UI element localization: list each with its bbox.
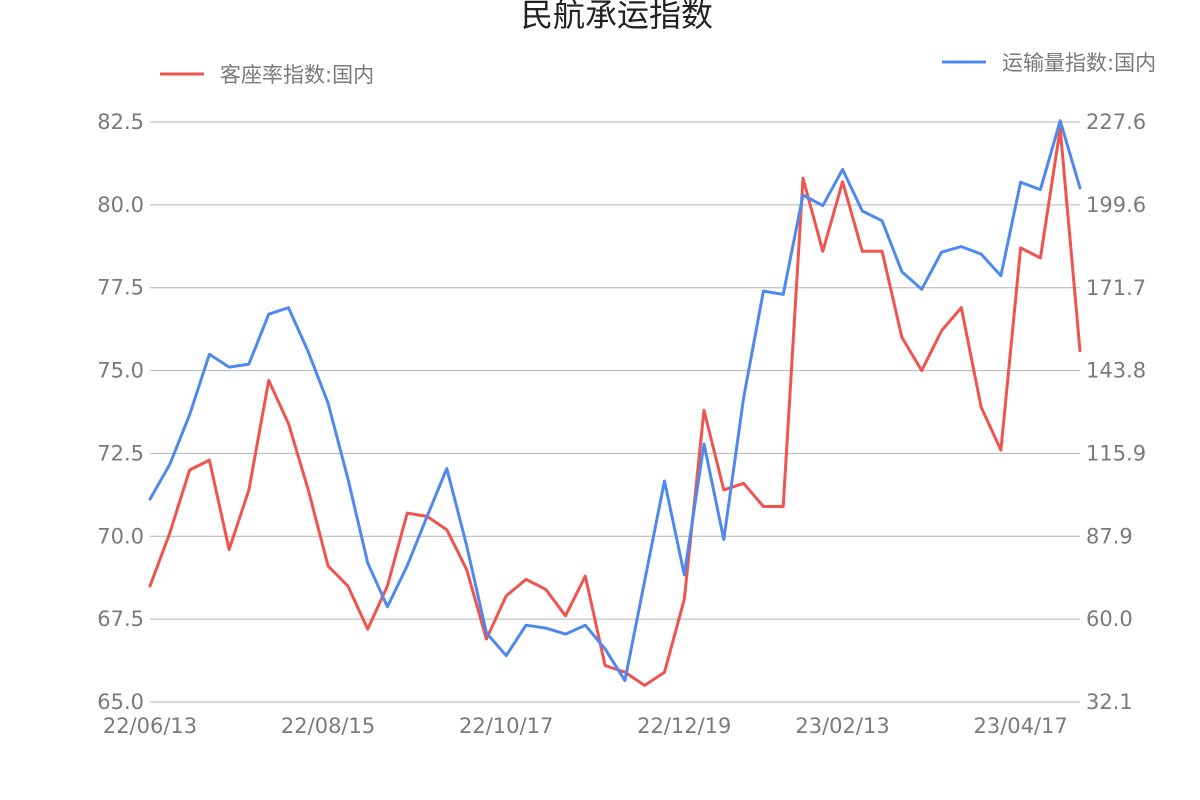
right-tick-label: 60.0 — [1086, 607, 1133, 631]
series-line-traffic-volume — [148, 119, 1082, 683]
legend-label-traffic-volume: 运输量指数:国内 — [1002, 51, 1156, 75]
x-tick-label: 22/10/17 — [459, 714, 553, 738]
series-line-load-factor — [148, 127, 1082, 687]
left-tick-label: 75.0 — [97, 359, 144, 383]
x-tick-label: 22/08/15 — [281, 714, 375, 738]
left-tick-label: 80.0 — [97, 193, 144, 217]
left-tick-label: 70.0 — [97, 524, 144, 548]
right-tick-label: 32.1 — [1086, 690, 1133, 714]
legend-left: 客座率指数:国内 — [160, 63, 374, 87]
gridlines — [150, 121, 1080, 703]
left-tick-label: 72.5 — [97, 441, 144, 465]
right-axis-ticks: 32.1 60.0 87.9 115.9 143.8 171.7 199.6 227.6 — [1086, 110, 1146, 714]
right-tick-label: 171.7 — [1086, 276, 1146, 300]
right-tick-label: 227.6 — [1086, 110, 1146, 134]
x-tick-label: 23/04/17 — [973, 714, 1067, 738]
chart-title: 民航承运指数 — [521, 0, 713, 34]
x-tick-label: 23/02/13 — [795, 714, 889, 738]
legend-right: 运输量指数:国内 — [942, 51, 1156, 75]
series-layer — [148, 119, 1082, 687]
legend-label-load-factor: 客座率指数:国内 — [220, 63, 374, 87]
right-tick-label: 115.9 — [1086, 441, 1146, 465]
x-tick-label: 22/12/19 — [637, 714, 731, 738]
left-axis-ticks: 65.0 67.5 70.0 72.5 75.0 77.5 80.0 82.5 — [97, 110, 144, 714]
left-tick-label: 65.0 — [97, 690, 144, 714]
x-axis-ticks: 22/06/13 22/08/15 22/10/17 22/12/19 23/02/13… — [103, 714, 1068, 738]
right-tick-label: 143.8 — [1086, 359, 1146, 383]
right-tick-label: 87.9 — [1086, 524, 1133, 548]
x-tick-label: 22/06/13 — [103, 714, 197, 738]
left-tick-label: 77.5 — [97, 276, 144, 300]
left-tick-label: 82.5 — [97, 110, 144, 134]
right-tick-label: 199.6 — [1086, 193, 1146, 217]
left-tick-label: 67.5 — [97, 607, 144, 631]
